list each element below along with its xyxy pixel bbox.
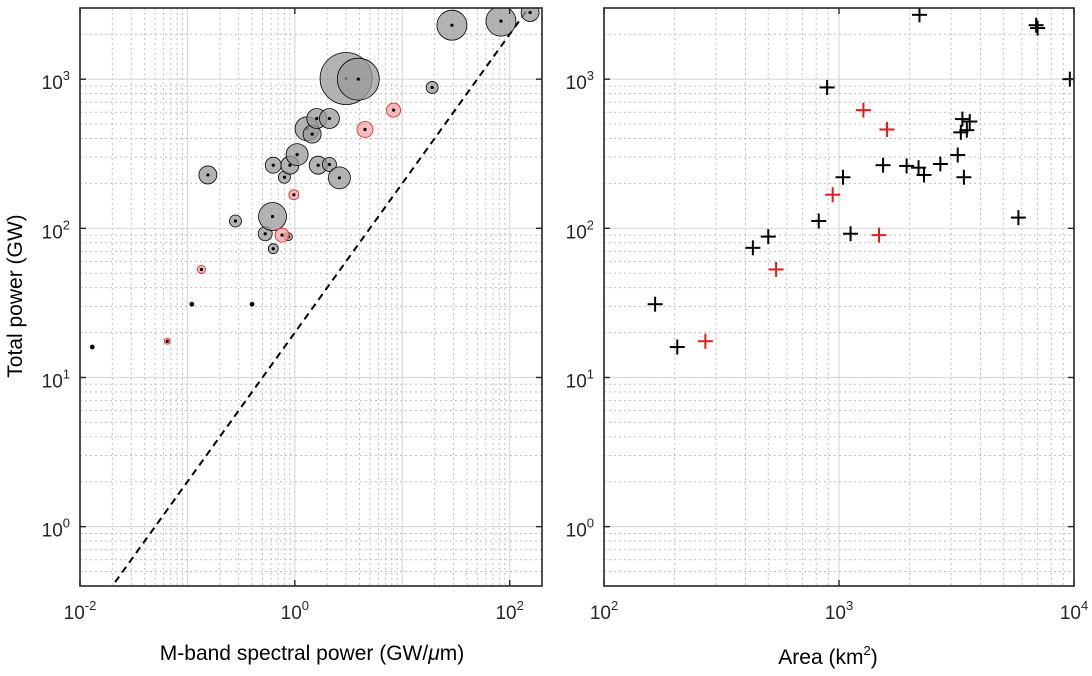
y-tick-label: 100 (566, 516, 594, 542)
x-tick-label: 10-2 (64, 598, 97, 624)
data-point-plus (825, 187, 841, 203)
data-point-plus (899, 158, 915, 174)
data-point-plus (768, 261, 784, 277)
data-point-plus (647, 296, 663, 312)
series-black (647, 8, 1074, 355)
data-point-plus (871, 227, 887, 243)
data-point-plus (1010, 210, 1026, 226)
data-point-plus (811, 213, 827, 229)
data-point-bubble (288, 189, 300, 201)
x-tick-label: 102 (590, 598, 618, 624)
data-point-plus (956, 169, 972, 185)
data-point-bubble (229, 214, 242, 228)
data-point-bubble (258, 202, 287, 231)
data-point-bubble (336, 57, 380, 101)
data-point-bubble (264, 156, 282, 174)
data-point-plus (916, 167, 932, 183)
data-point-plus (950, 147, 966, 163)
series-red (163, 102, 401, 345)
left-chart: 100 101 102 103 10-2 100 102 (42, 7, 543, 624)
data-point-plus (855, 102, 871, 118)
data-point-bubble (267, 243, 279, 255)
y-tick-label: 101 (42, 366, 70, 392)
data-point-bubble (249, 301, 255, 307)
x-tick-label: 104 (1060, 598, 1088, 624)
data-point-bubble (386, 102, 401, 118)
y-tick-label: 103 (566, 68, 594, 94)
x-tick-label: 103 (825, 598, 853, 624)
data-point-bubble (319, 108, 340, 129)
data-point-bubble (198, 165, 218, 185)
data-point-bubble (285, 143, 309, 167)
y-tick-label: 101 (566, 366, 594, 392)
data-point-plus (953, 124, 969, 140)
y-tick-label: 102 (566, 217, 594, 243)
data-point-bubble (197, 265, 206, 274)
data-point-plus (669, 339, 685, 355)
plot-area (647, 8, 1074, 355)
data-point-bubble (356, 121, 374, 138)
x-tick-label: 102 (495, 598, 523, 624)
axes-frame (79, 7, 543, 587)
data-point-plus (962, 114, 978, 130)
data-point-bubble (322, 157, 337, 172)
data-point-bubble (89, 344, 95, 350)
data-point-plus (954, 111, 970, 127)
data-point-plus (819, 79, 835, 95)
y-axis-label: Total power (GW) (4, 214, 27, 377)
data-point-bubble (163, 337, 171, 345)
data-point-bubble (485, 8, 517, 37)
data-point-plus (1028, 17, 1044, 33)
data-point-plus (760, 229, 776, 245)
x-tick-label: 100 (281, 598, 309, 624)
data-point-bubble (328, 166, 351, 190)
data-point-plus (875, 157, 891, 173)
data-point-bubble (520, 8, 540, 22)
y-tick-label: 102 (42, 217, 70, 243)
data-point-plus (843, 226, 859, 242)
series-red (697, 102, 895, 349)
left-x-axis-label: M-band spectral power (GW/μm) (160, 642, 464, 665)
right-x-axis-label: Area (km2) (778, 643, 877, 669)
grid (604, 8, 1074, 586)
right-chart: 100 101 102 103 102 103 104 (566, 7, 1088, 624)
data-point-plus (1030, 20, 1046, 36)
data-point-bubble (436, 9, 468, 41)
y-tick-label: 100 (42, 516, 70, 542)
plot-area (89, 8, 540, 586)
grid (80, 8, 542, 586)
data-point-plus (879, 121, 895, 137)
data-point-plus (835, 169, 851, 185)
data-point-bubble (425, 81, 439, 94)
data-point-bubble (189, 301, 195, 307)
y-tick-label: 103 (42, 68, 70, 94)
series-black (89, 8, 540, 350)
data-point-bubble (274, 227, 290, 243)
data-point-plus (932, 156, 948, 172)
data-point-plus (745, 240, 761, 256)
data-point-plus (959, 122, 975, 138)
data-point-plus (697, 333, 713, 349)
data-point-plus (911, 8, 927, 23)
reference-line (111, 8, 530, 586)
